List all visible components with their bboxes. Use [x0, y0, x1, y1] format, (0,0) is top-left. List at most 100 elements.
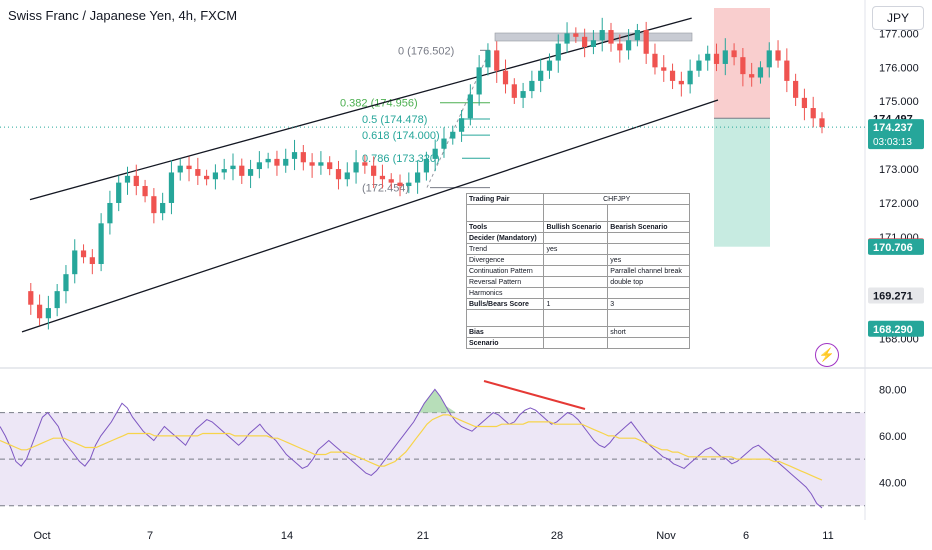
candle-body [28, 291, 34, 305]
price-axis-tick: 176.000 [879, 62, 919, 74]
candle-body [669, 70, 676, 81]
candle-body [344, 172, 350, 180]
candle-body [371, 165, 377, 176]
scenario-table: Trading Pair CHFJPY Tools Bullish Scenario… [465, 193, 690, 349]
candle-body [696, 60, 702, 71]
candle-body [766, 50, 772, 68]
candle-body [634, 30, 640, 41]
candle-body [397, 182, 403, 187]
candle-body [458, 118, 465, 132]
candle-body [432, 148, 438, 159]
candle-body [538, 70, 544, 81]
candle-body [599, 30, 605, 41]
rsi-overbought-fill [413, 389, 457, 413]
candle-body [327, 162, 333, 170]
candle-body [388, 179, 394, 183]
price-tag-target-low-bg [868, 238, 924, 255]
table-cell: Harmonics [465, 287, 545, 299]
table-cell: Bearish Scenario [607, 221, 690, 233]
candle-body [379, 175, 386, 180]
table-cell: CHFJPY [543, 193, 690, 205]
table-cell: Trend [465, 243, 545, 255]
current-price-tag-bg [868, 119, 924, 150]
rsi-axis-tick: 80.00 [879, 384, 907, 396]
table-cell: yes [543, 243, 609, 255]
candle-body [36, 304, 43, 319]
rsi-line [0, 388, 823, 509]
candle-body [757, 67, 764, 78]
candle-body [89, 257, 95, 265]
fib-diagonal [426, 50, 491, 188]
candle-body [256, 162, 262, 170]
take-profit-zone [714, 118, 770, 247]
candle-body [300, 152, 306, 163]
table-cell: Divergence [465, 254, 545, 266]
candle-body [230, 165, 236, 170]
price-axis-tick: 172.000 [879, 198, 919, 210]
time-axis-label: Nov [656, 530, 676, 542]
candle-body [124, 175, 131, 183]
time-axis-label: 14 [281, 530, 293, 542]
table-cell: Decider (Mandatory) [465, 232, 545, 244]
candle-body [160, 202, 166, 214]
table-cell: 1 [543, 298, 609, 310]
rsi-ma-line [0, 414, 823, 481]
candle-body [186, 165, 192, 170]
candle-body [353, 162, 359, 173]
price-tag-level-b-bg [868, 320, 924, 337]
candle-body [793, 80, 799, 98]
candle-body [661, 67, 667, 71]
candle-body [819, 118, 825, 128]
candle-body [133, 175, 139, 187]
candle-body [151, 196, 157, 214]
channel-lower-line [21, 99, 719, 333]
candle-body [309, 162, 315, 166]
candle-body [494, 50, 500, 71]
alert-flash-icon[interactable]: ⚡ [815, 343, 839, 367]
candle-body [705, 53, 711, 61]
candle-body [476, 67, 482, 95]
candle-body [265, 158, 271, 163]
candle-body [678, 80, 684, 85]
candle-body [687, 70, 693, 85]
candle-body [502, 70, 509, 85]
candle-body [45, 308, 51, 319]
currency-selector[interactable]: JPY [872, 6, 924, 30]
candle-body [441, 138, 447, 149]
candle-body [335, 169, 342, 180]
candle-body [247, 169, 254, 176]
price-tag-level-b: 168.290 [873, 324, 913, 336]
candle-body [63, 274, 69, 292]
candle-body [168, 172, 175, 203]
price-axis-tick: 177.000 [879, 28, 919, 40]
table-cell: Continuation Pattern [465, 265, 545, 277]
rsi-axis-tick: 40.00 [879, 477, 907, 489]
candle-body [573, 33, 579, 37]
candle-body [80, 250, 87, 258]
table-cell: Reversal Pattern [465, 276, 545, 288]
candle-body [107, 202, 113, 224]
candle-body [318, 162, 324, 166]
candle-body [239, 165, 245, 176]
fib-level-label: 0.786 (173.320) [362, 153, 440, 165]
candle-body [195, 169, 201, 176]
candle-body [116, 182, 122, 203]
candle-body [652, 53, 658, 68]
candle-body [564, 33, 570, 44]
candle-body [450, 131, 456, 139]
time-axis-label: 6 [743, 530, 749, 542]
candle-body [511, 84, 517, 98]
candle-body [520, 91, 526, 98]
time-axis-label: 11 [822, 530, 833, 542]
candle-body [467, 94, 473, 119]
candle-body [555, 43, 561, 61]
candle-body [212, 172, 219, 180]
candle-body [608, 30, 614, 44]
candle-body [801, 97, 808, 109]
time-axis-label: Oct [33, 530, 50, 542]
candle-body [590, 40, 597, 47]
candle-body [625, 40, 632, 51]
table-cell: 3 [607, 298, 690, 310]
rsi-axis-tick: 60.00 [879, 431, 907, 443]
